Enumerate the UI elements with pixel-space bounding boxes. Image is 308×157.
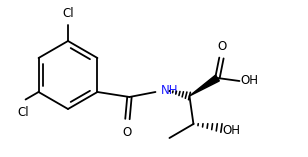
Text: O: O (218, 40, 227, 53)
Text: OH: OH (241, 75, 258, 87)
Polygon shape (189, 75, 219, 96)
Text: OH: OH (222, 124, 241, 136)
Text: NH: NH (160, 84, 178, 97)
Text: Cl: Cl (18, 106, 29, 119)
Text: O: O (123, 126, 132, 139)
Text: Cl: Cl (62, 7, 74, 20)
